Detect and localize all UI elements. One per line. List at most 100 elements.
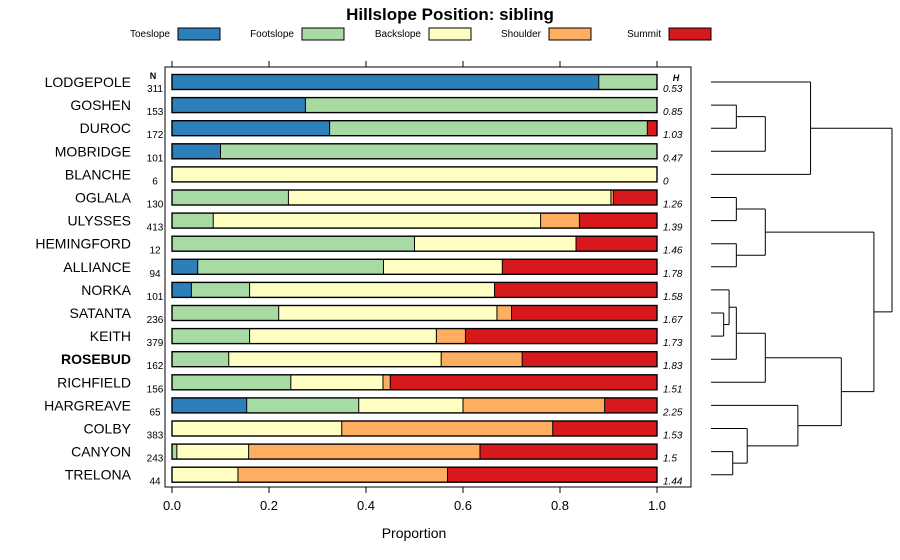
bar-segment-toeslope [172, 143, 221, 159]
row-trelona: TRELONA 44 1.44 [65, 466, 683, 488]
row-mobridge: MOBRIDGE 101 0.47 [55, 143, 683, 164]
x-tick-label: 0.4 [357, 498, 375, 513]
x-tick-label: 0.0 [163, 498, 181, 513]
bar-segment-summit [502, 259, 657, 275]
n-value: 172 [147, 130, 164, 141]
bar-outline [171, 166, 658, 183]
bar-outline [171, 351, 658, 368]
legend-swatch-footslope [301, 27, 345, 41]
row-label: ALLIANCE [63, 259, 131, 275]
n-value: 311 [147, 84, 163, 95]
row-label: GOSHEN [70, 97, 131, 113]
n-value: 101 [147, 153, 164, 164]
bar-segment-backslope [414, 236, 577, 252]
bar-segment-toeslope [172, 282, 192, 298]
row-canyon: CANYON 243 1.5 [71, 443, 677, 465]
bar-outline [171, 258, 658, 275]
bar-segment-shoulder [237, 467, 448, 483]
h-value: 1.46 [663, 246, 683, 257]
n-value: 44 [149, 477, 161, 488]
n-value: 236 [147, 315, 164, 326]
bar-segment-summit [604, 397, 657, 413]
bar-segment-summit [579, 213, 657, 229]
row-label: BLANCHE [65, 166, 131, 182]
bar-segment-backslope [249, 282, 495, 298]
x-axis: 0.0 0.2 0.4 0.6 0.8 1.0 [163, 61, 666, 513]
bar-segment-footslope [329, 120, 648, 136]
row-label: HARGREAVE [44, 397, 131, 413]
bar-outline [171, 189, 658, 206]
bar-outline [171, 281, 658, 299]
row-goshen: GOSHEN 153 0.85 [70, 96, 683, 118]
bar-segment-footslope [172, 351, 229, 367]
row-label: NORKA [81, 282, 131, 298]
bar-segment-backslope [290, 374, 383, 390]
n-value: 162 [147, 361, 164, 372]
legend-label-shoulder: Shoulder [501, 29, 542, 40]
bar-segment-footslope [598, 74, 657, 90]
n-value: 243 [147, 454, 164, 465]
bar-segment-shoulder [463, 397, 605, 413]
dendrogram [711, 81, 893, 476]
h-value: 1.53 [663, 431, 683, 442]
bar-outline [171, 420, 658, 437]
bar-segment-shoulder [540, 213, 580, 229]
bar-segment-shoulder [441, 351, 523, 367]
n-value: 12 [149, 246, 161, 257]
bar-outline [171, 143, 658, 160]
legend-label-summit: Summit [627, 29, 661, 40]
bar-segment-shoulder [610, 190, 614, 205]
bar-outline [171, 96, 658, 114]
bar-outline [171, 235, 658, 252]
h-value: 0 [663, 176, 669, 187]
bar-segment-summit [552, 421, 657, 436]
bar-segment-shoulder [436, 328, 466, 344]
bar-segment-summit [447, 467, 657, 483]
bar-segment-footslope [246, 397, 359, 413]
legend: Toeslope Footslope Backslope Shoulder Summit [130, 27, 712, 41]
row-label: COLBY [84, 421, 132, 437]
h-value: 1.58 [663, 292, 683, 303]
n-value: 101 [147, 292, 164, 303]
row-satanta: SATANTA 236 1.67 [70, 304, 683, 326]
bar-segment-footslope [172, 236, 415, 252]
n-value: 413 [147, 223, 164, 234]
bar-segment-backslope [172, 467, 238, 483]
bar-segment-shoulder [248, 444, 480, 460]
row-label: ULYSSES [67, 213, 131, 229]
bar-outline [171, 73, 658, 91]
row-label: OGLALA [75, 190, 132, 206]
h-column-header: H [673, 73, 680, 83]
bar-segment-footslope [172, 444, 177, 460]
bar-segment-backslope [228, 351, 442, 367]
bar-segment-backslope [172, 166, 657, 182]
bar-segment-toeslope [172, 74, 599, 90]
bar-segment-shoulder [341, 421, 553, 436]
bar-rows: LODGEPOLE 311 0.53 GOSHEN 153 0.85 DUROC 172 1.0… [35, 73, 683, 488]
h-value: 1.73 [663, 338, 683, 349]
row-hemingford: HEMINGFORD 12 1.46 [35, 235, 683, 257]
bar-segment-summit [511, 305, 657, 321]
bar-segment-footslope [172, 374, 291, 390]
row-label: HEMINGFORD [35, 236, 131, 252]
n-value: 379 [147, 338, 164, 349]
row-rosebud: ROSEBUD 162 1.83 [61, 351, 683, 372]
bar-outline [171, 397, 658, 414]
row-label: ROSEBUD [61, 351, 131, 367]
bar-outline [171, 119, 658, 137]
bar-segment-backslope [278, 305, 497, 321]
h-value: 1.03 [663, 130, 683, 141]
bar-segment-summit [494, 282, 657, 298]
legend-swatch-shoulder [548, 27, 592, 41]
bar-segment-toeslope [172, 259, 198, 275]
bar-segment-shoulder [382, 374, 391, 390]
bar-segment-backslope [288, 190, 611, 205]
legend-swatch-toeslope [177, 27, 221, 41]
h-value: 1.51 [663, 384, 682, 395]
x-tick-label: 0.6 [454, 498, 472, 513]
row-label: RICHFIELD [57, 374, 131, 390]
row-label: SATANTA [70, 305, 132, 321]
bar-segment-toeslope [172, 397, 247, 413]
bar-segment-summit [613, 190, 657, 205]
